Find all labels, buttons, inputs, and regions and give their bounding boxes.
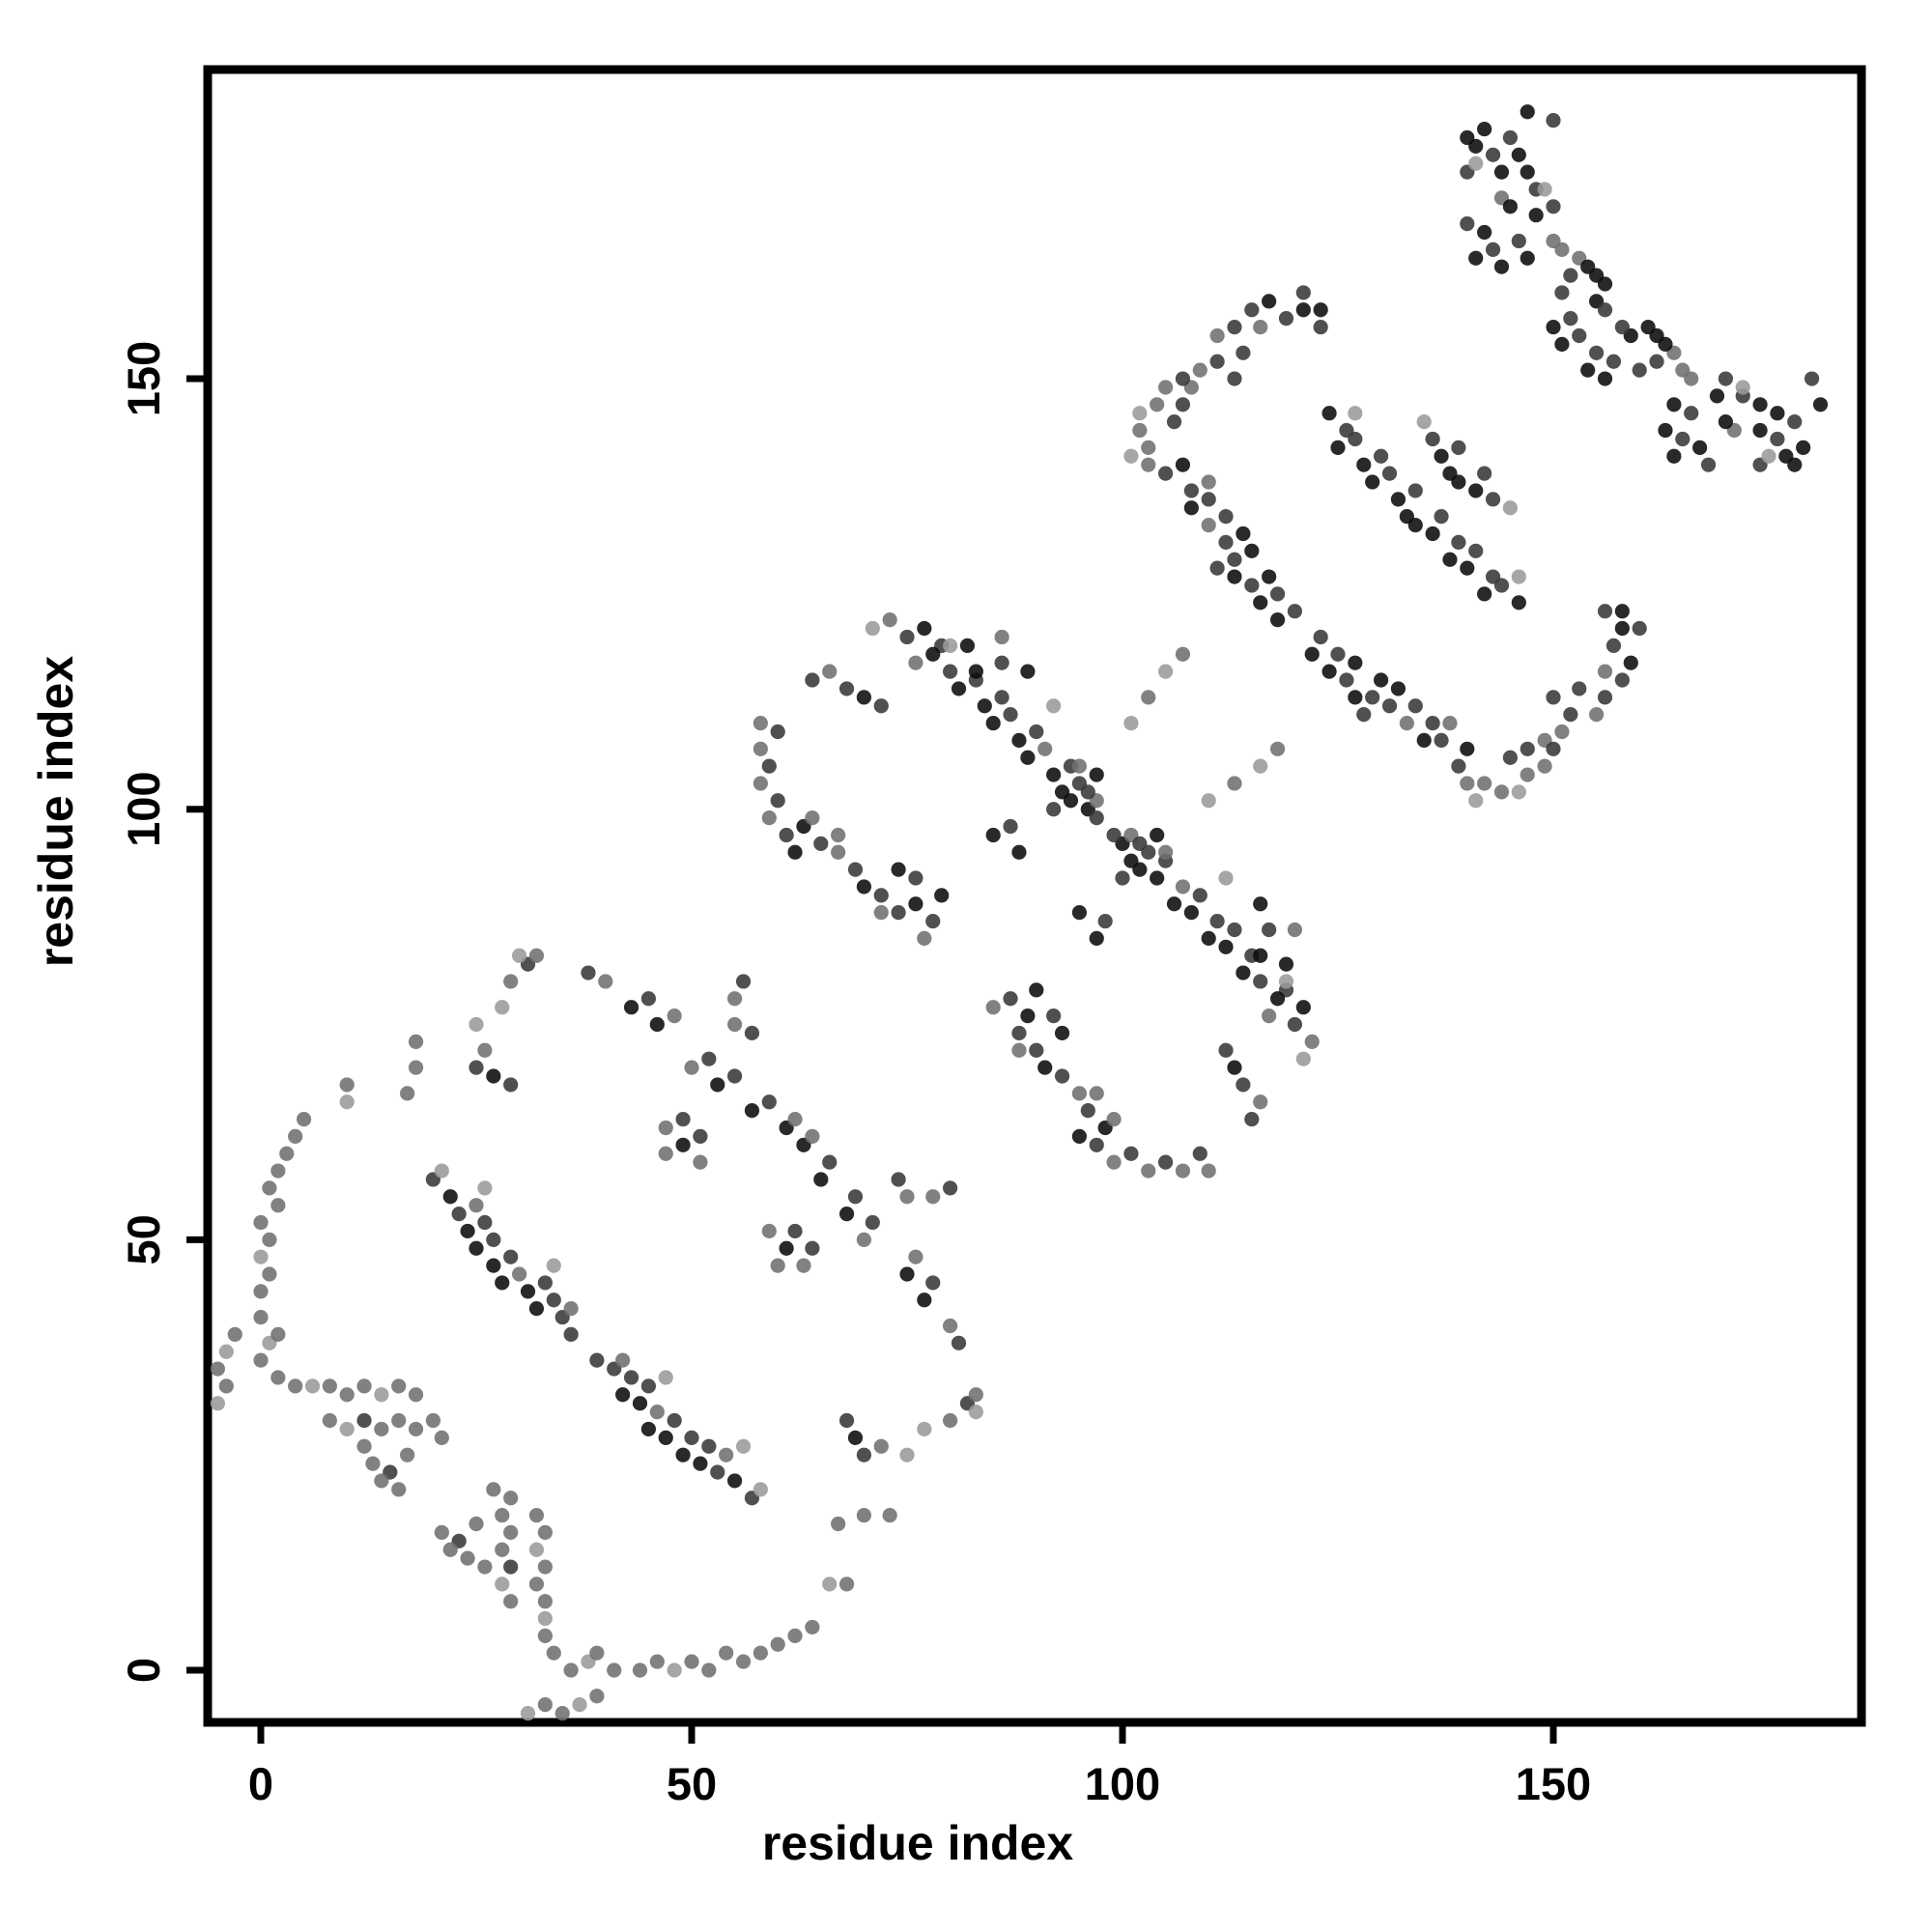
plot-border — [203, 65, 1866, 1727]
svg-text:100: 100 — [1085, 1758, 1160, 1809]
svg-text:0: 0 — [118, 1658, 169, 1683]
x-axis-title: residue index — [762, 1816, 1074, 1870]
svg-text:0: 0 — [248, 1758, 273, 1809]
svg-text:100: 100 — [118, 771, 169, 846]
svg-text:150: 150 — [118, 341, 169, 416]
axis-ticks — [186, 375, 1557, 1744]
svg-text:50: 50 — [667, 1758, 717, 1809]
axis-tick-labels: 0 50 100 150 0 50 100 150 — [118, 341, 1591, 1809]
scatter-points — [210, 104, 1829, 1721]
y-axis-title: residue index — [29, 656, 83, 968]
svg-text:150: 150 — [1516, 1758, 1591, 1809]
svg-text:50: 50 — [118, 1214, 169, 1264]
